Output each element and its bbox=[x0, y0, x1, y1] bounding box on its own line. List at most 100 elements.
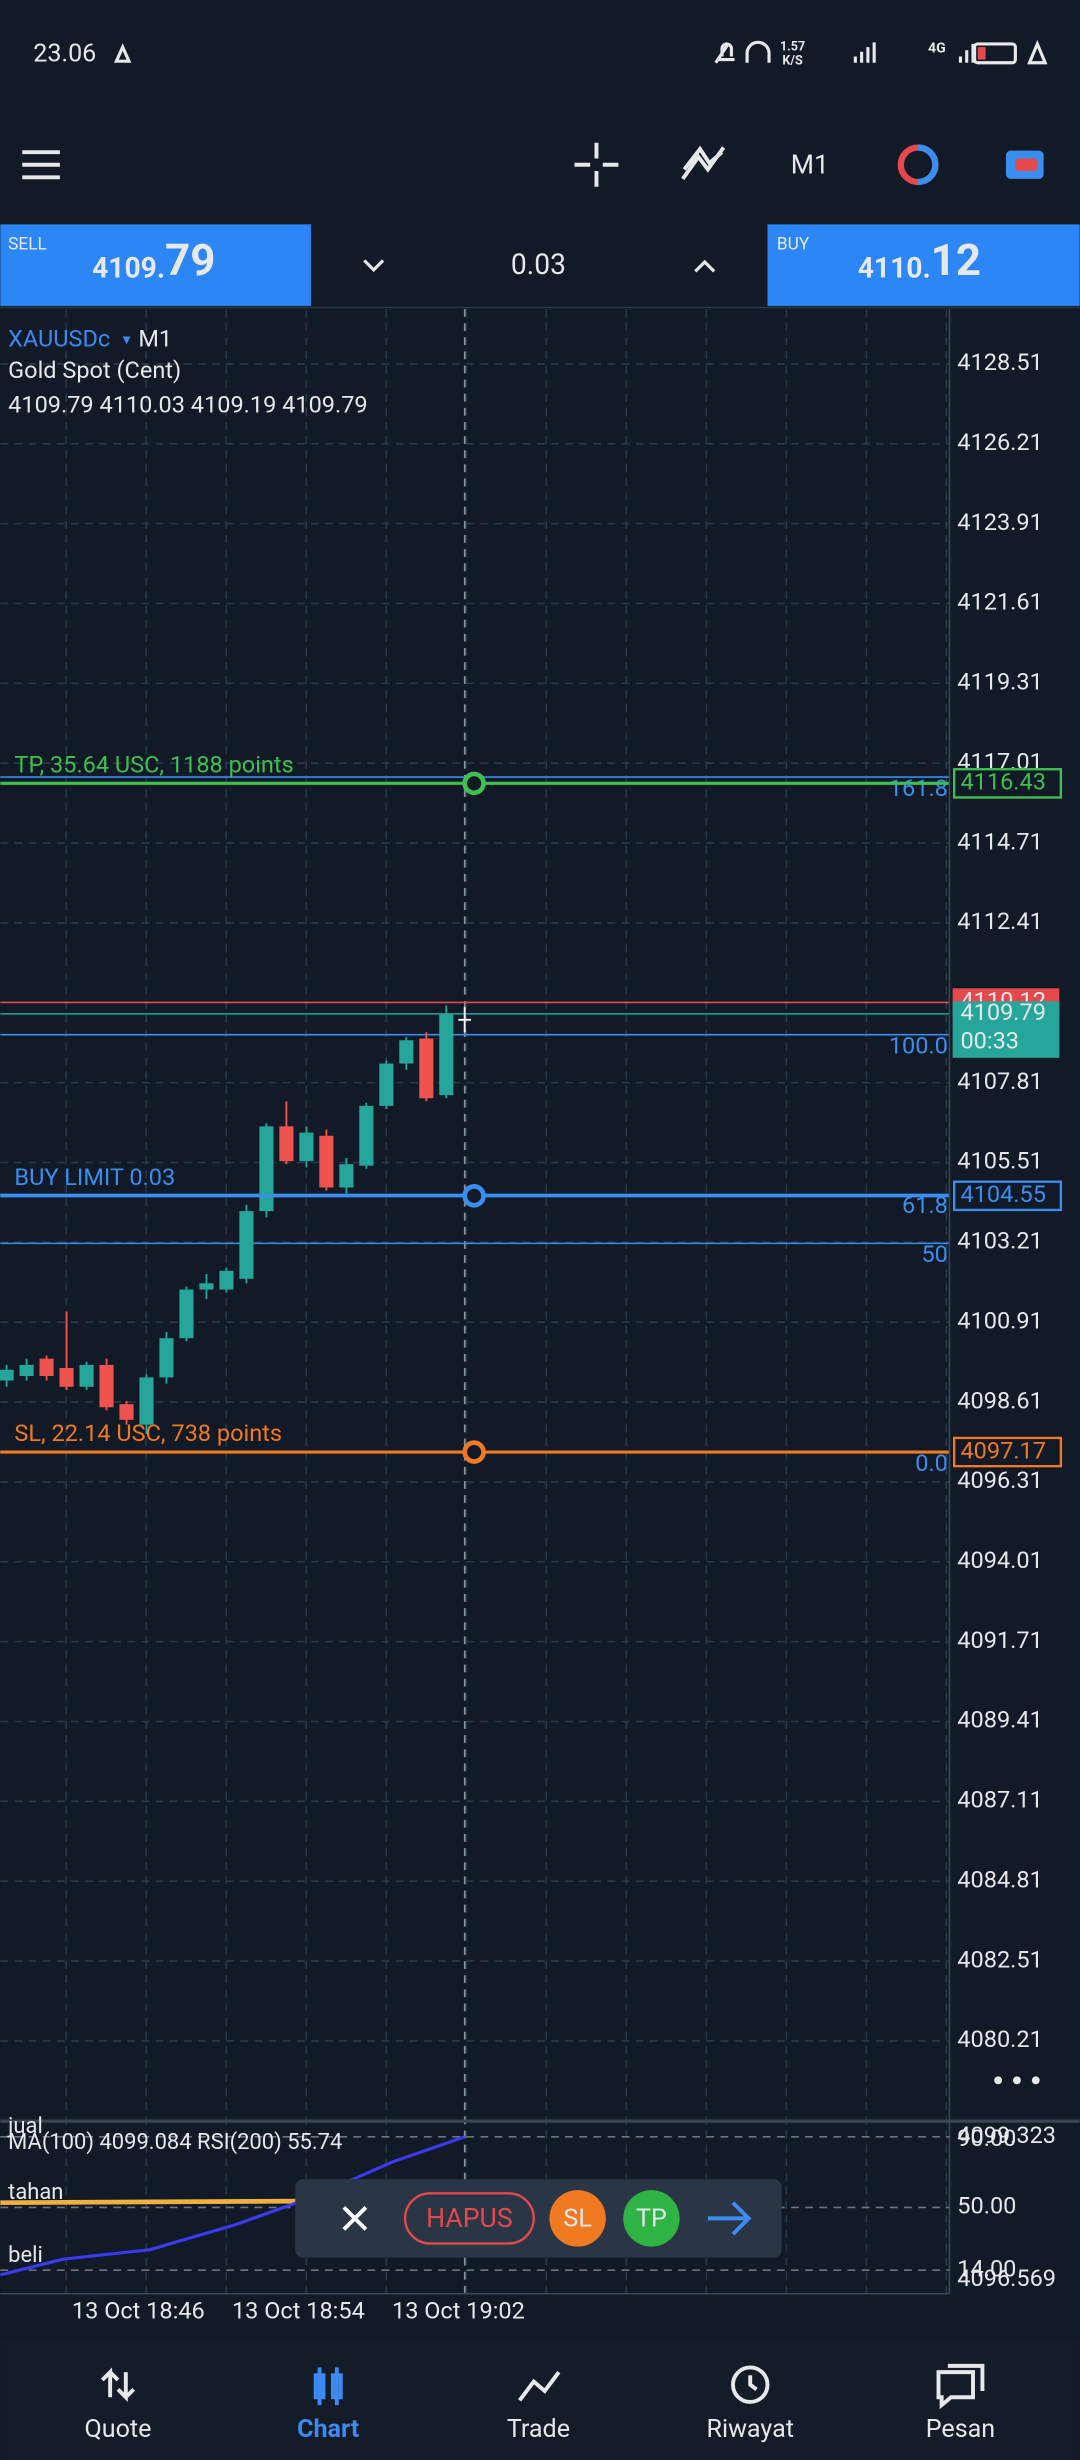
bottom-nav bbox=[0, 2337, 1080, 2460]
buy-label: BUY bbox=[777, 234, 810, 254]
y-tick-label: 4114.71 bbox=[957, 827, 1043, 855]
fib-label: 161.8 bbox=[889, 774, 948, 802]
ma-line bbox=[0, 2198, 299, 2206]
clock-icon-part bbox=[917, 144, 939, 186]
sell-button[interactable] bbox=[0, 224, 311, 306]
zone-label: jual bbox=[7, 2114, 43, 2139]
x-tick-label: 13 Oct 18:54 bbox=[232, 2297, 365, 2325]
crosshair-icon[interactable] bbox=[574, 142, 619, 187]
status-icons bbox=[113, 39, 1048, 65]
zone-label: beli bbox=[8, 2243, 43, 2268]
y-tick-label: 4094.01 bbox=[957, 1546, 1043, 1574]
zone-label: tahan bbox=[8, 2180, 63, 2205]
sell-price-pips: 79 bbox=[165, 234, 215, 286]
ohlc-header: 4109.79 4110.03 4109.19 4109.79 bbox=[8, 391, 368, 419]
nav-label[interactable]: Trade bbox=[507, 2415, 570, 2444]
y-tick-label: 4098.61 bbox=[957, 1386, 1043, 1414]
order-price: 4116.43 bbox=[960, 768, 1046, 796]
y-tick-label: 4089.41 bbox=[957, 1706, 1043, 1734]
symbol-caret: ▾ bbox=[123, 330, 131, 349]
y-tick-label: 4107.81 bbox=[957, 1067, 1043, 1095]
order-price: 4097.17 bbox=[960, 1436, 1046, 1464]
candle-body bbox=[59, 1368, 74, 1387]
indicator-legend: MA(100) 4099.084 RSI(200) 55.74 bbox=[8, 2130, 342, 2155]
y-tick-label: 4123.91 bbox=[957, 508, 1043, 536]
y-tick-label: 4105.51 bbox=[957, 1147, 1043, 1175]
volume-arrows[interactable] bbox=[363, 259, 716, 273]
y-tick-label: 4121.61 bbox=[957, 588, 1043, 616]
status-speed: 1.57 bbox=[780, 39, 805, 54]
order-handle[interactable] bbox=[462, 1440, 486, 1464]
y-tick-label: 4082.51 bbox=[957, 1945, 1043, 1973]
menu-icon[interactable] bbox=[22, 150, 60, 180]
y-tick-label: 4112.41 bbox=[957, 907, 1043, 935]
candle-body bbox=[339, 1164, 354, 1188]
sl-button[interactable] bbox=[549, 2190, 606, 2247]
candle-body bbox=[39, 1358, 54, 1377]
status-network: 4G bbox=[928, 40, 946, 56]
y-tick-label: 4096.31 bbox=[957, 1466, 1043, 1494]
y-tick-label: 4091.71 bbox=[957, 1626, 1043, 1654]
tp-label: TP bbox=[636, 2205, 667, 2234]
rsi-line bbox=[0, 2135, 466, 2277]
y-tick-label: 4119.31 bbox=[957, 668, 1043, 696]
nav-icons bbox=[100, 2363, 985, 2410]
next-button[interactable] bbox=[707, 2201, 752, 2236]
bid-box bbox=[952, 1001, 1060, 1058]
candle-body bbox=[199, 1283, 214, 1290]
volume-box bbox=[312, 224, 766, 306]
indicator-axis-label: 4099.323 bbox=[957, 2121, 1056, 2149]
nav-label[interactable]: Quote bbox=[85, 2415, 152, 2444]
order-handle[interactable] bbox=[462, 1184, 486, 1208]
buy-price-main: 4110. bbox=[858, 251, 931, 284]
delete-button[interactable] bbox=[403, 2192, 535, 2245]
timeframe-button[interactable]: M1 bbox=[791, 148, 829, 180]
status-speed-unit: K/S bbox=[782, 53, 803, 68]
candle-body bbox=[119, 1404, 134, 1420]
fib-label: 100.0 bbox=[889, 1031, 948, 1059]
close-button[interactable] bbox=[342, 2206, 368, 2231]
nav-label[interactable]: Riwayat bbox=[707, 2415, 794, 2444]
x-tick-label: 13 Oct 18:46 bbox=[72, 2297, 205, 2325]
candle-body bbox=[439, 1013, 454, 1096]
volume-value[interactable]: 0.03 bbox=[511, 248, 566, 281]
order-handle[interactable] bbox=[462, 771, 486, 796]
symbol[interactable]: XAUUSDc bbox=[8, 325, 110, 353]
y-tick-label: 4080.21 bbox=[957, 2025, 1043, 2053]
candle-body bbox=[299, 1132, 314, 1162]
candle-body bbox=[279, 1126, 294, 1162]
tp-button[interactable] bbox=[623, 2190, 680, 2247]
indicators-icon[interactable] bbox=[681, 145, 726, 180]
order-price-box bbox=[953, 1436, 1063, 1468]
nav-label[interactable]: Pesan bbox=[926, 2415, 995, 2444]
delete-label: HAPUS bbox=[426, 2202, 513, 2234]
indicator-levels bbox=[0, 2136, 950, 2271]
candle-body bbox=[159, 1338, 174, 1378]
candle-body bbox=[99, 1364, 114, 1408]
bid-countdown: 00:33 bbox=[960, 1026, 1019, 1054]
candle-body bbox=[239, 1211, 254, 1279]
more-dots[interactable] bbox=[994, 2076, 1040, 2085]
buy-button[interactable] bbox=[767, 224, 1080, 306]
cursor-cross bbox=[458, 1007, 471, 1033]
grid bbox=[0, 309, 950, 2294]
sell-label: SELL bbox=[8, 234, 47, 254]
candle-body bbox=[419, 1038, 434, 1099]
order-label: TP, 35.64 USC, 1188 points bbox=[14, 750, 293, 778]
status-time: 23.06 bbox=[33, 40, 96, 69]
indicator-axis-label: 4096.569 bbox=[957, 2264, 1056, 2292]
indicator-axis-label: 50.00 bbox=[957, 2192, 1016, 2220]
nav-label[interactable]: Chart bbox=[297, 2415, 360, 2444]
y-tick-label: 4128.51 bbox=[957, 348, 1043, 376]
indicator-axis-label: 14.00 bbox=[957, 2254, 1016, 2282]
candle-body bbox=[319, 1135, 334, 1188]
y-tick-label: 4126.21 bbox=[957, 428, 1043, 456]
candle-body bbox=[139, 1377, 154, 1425]
y-tick-label: 4100.91 bbox=[957, 1306, 1043, 1334]
sell-price-main: 4109. bbox=[92, 251, 165, 284]
candle-body bbox=[259, 1126, 274, 1212]
buy-price-pips: 12 bbox=[931, 234, 981, 286]
